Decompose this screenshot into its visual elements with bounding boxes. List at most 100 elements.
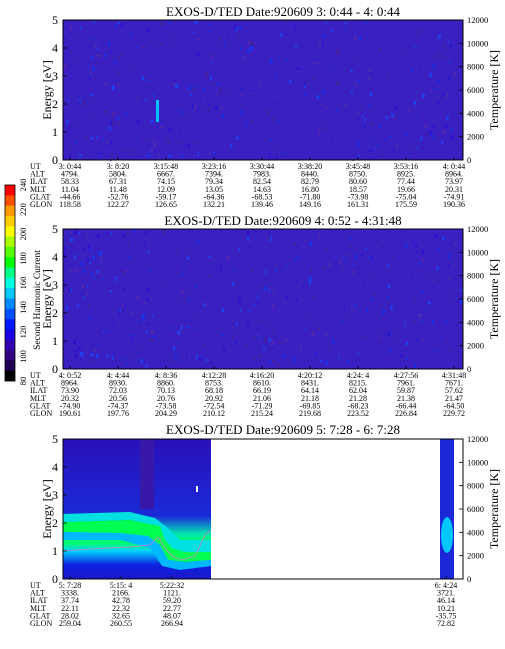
ephemeris-value: 7983.: [253, 170, 271, 179]
noise-pixel: [106, 145, 109, 147]
colorbar-cell: [5, 339, 15, 351]
noise-pixel: [285, 32, 287, 36]
noise-pixel: [129, 256, 131, 259]
noise-pixel: [371, 122, 375, 127]
noise-pixel: [216, 93, 218, 97]
ephemeris-row-label: UT: [30, 371, 41, 380]
ephemeris-value: 79.34: [205, 177, 223, 186]
noise-pixel: [234, 341, 237, 346]
ephemeris-value: 210.12: [203, 409, 225, 418]
noise-pixel: [390, 305, 393, 310]
colorbar-tick-label: 140: [18, 301, 28, 314]
noise-pixel: [418, 313, 421, 316]
noise-pixel: [186, 23, 189, 25]
noise-pixel: [98, 250, 100, 256]
noise-pixel: [145, 330, 148, 335]
noise-pixel: [237, 248, 241, 251]
noise-pixel: [324, 249, 328, 253]
noise-pixel: [78, 346, 82, 350]
noise-pixel: [336, 49, 340, 55]
noise-pixel: [377, 144, 380, 148]
noise-pixel: [411, 277, 414, 281]
noise-pixel: [393, 116, 395, 121]
noise-pixel: [431, 319, 434, 325]
noise-pixel: [86, 235, 89, 239]
y2-tick-label: 0: [467, 574, 471, 584]
ephemeris-value: 4794.: [61, 170, 79, 179]
ephemeris-value: -71.29: [252, 401, 273, 410]
noise-pixel: [330, 29, 333, 33]
ephemeris-value: 8925.: [397, 170, 415, 179]
noise-pixel: [103, 330, 105, 333]
ephemeris-value: 58.33: [61, 177, 79, 186]
x-tick-label: 4:20:12: [298, 371, 322, 380]
y2-tick-label: 10000: [467, 38, 488, 48]
noise-pixel: [144, 78, 146, 82]
noise-pixel: [318, 132, 320, 136]
noise-pixel: [433, 84, 435, 87]
noise-pixel: [262, 348, 266, 351]
noise-pixel: [148, 250, 150, 255]
noise-pixel: [234, 286, 236, 290]
noise-pixel: [383, 138, 386, 140]
panel-3-temperature-trace: [62, 529, 212, 561]
noise-pixel: [160, 124, 164, 129]
noise-pixel: [357, 80, 360, 84]
noise-pixel: [144, 74, 146, 78]
noise-pixel: [448, 276, 451, 281]
noise-pixel: [250, 91, 253, 95]
noise-pixel: [90, 247, 92, 253]
noise-pixel: [448, 60, 451, 63]
colorbar-tick-label: 120: [18, 326, 28, 339]
noise-pixel: [251, 268, 254, 273]
noise-pixel: [107, 126, 110, 130]
noise-pixel: [388, 332, 391, 337]
noise-pixel: [167, 21, 170, 26]
noise-pixel: [90, 353, 94, 357]
noise-pixel: [189, 287, 192, 290]
colorbar-cell: [5, 298, 15, 310]
noise-pixel: [131, 229, 133, 233]
noise-pixel: [257, 292, 260, 294]
colorbar-cell: [5, 215, 15, 227]
noise-pixel: [246, 23, 248, 26]
ephemeris-value: 18.57: [349, 185, 367, 194]
noise-pixel: [140, 29, 143, 31]
noise-pixel: [239, 46, 242, 50]
noise-pixel: [77, 303, 79, 308]
noise-pixel: [215, 105, 218, 110]
ephemeris-row-label: ALT: [30, 379, 45, 388]
noise-pixel: [256, 299, 259, 304]
noise-pixel: [268, 288, 270, 292]
noise-pixel: [394, 105, 397, 110]
noise-pixel: [219, 37, 221, 42]
noise-pixel: [164, 326, 167, 329]
noise-pixel: [412, 320, 416, 324]
noise-pixel: [348, 253, 351, 256]
noise-pixel: [396, 328, 399, 331]
noise-pixel: [77, 60, 79, 65]
panel-3-marker: [196, 486, 198, 492]
ephemeris-value: 204.29: [155, 409, 177, 418]
noise-pixel: [272, 116, 275, 121]
noise-pixel: [190, 92, 192, 97]
noise-pixel: [390, 334, 392, 337]
panel-2-heatmap-texture: [63, 229, 464, 370]
noise-pixel: [349, 236, 353, 239]
noise-pixel: [268, 337, 271, 343]
noise-pixel: [448, 39, 451, 41]
noise-pixel: [441, 140, 444, 145]
noise-pixel: [93, 348, 97, 353]
colorbar-cell: [5, 308, 15, 320]
noise-pixel: [392, 286, 394, 290]
ephemeris-value: 37.74: [61, 596, 79, 605]
noise-pixel: [284, 260, 286, 262]
noise-pixel: [399, 353, 403, 358]
noise-pixel: [420, 136, 423, 141]
noise-pixel: [150, 39, 154, 43]
noise-pixel: [194, 21, 197, 25]
noise-pixel: [386, 264, 389, 267]
noise-pixel: [338, 355, 340, 360]
noise-pixel: [415, 47, 419, 49]
noise-pixel: [389, 135, 392, 138]
